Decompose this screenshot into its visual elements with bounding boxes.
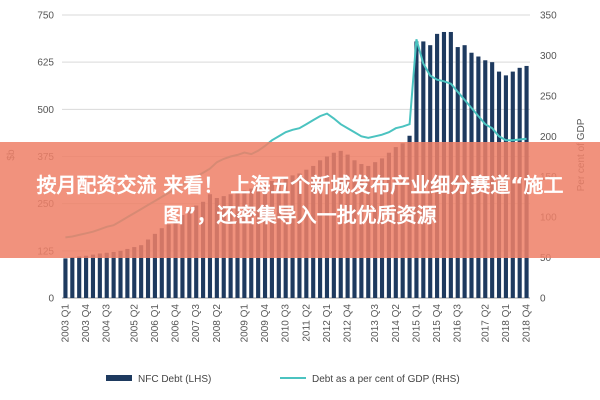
- left-tick-label: 750: [37, 11, 54, 22]
- debt-bar: [173, 220, 178, 298]
- debt-bar: [70, 257, 75, 298]
- debt-bar: [84, 255, 89, 298]
- legend-bar-label: NFC Debt (LHS): [138, 374, 211, 385]
- x-tick-label: 2012 Q1: [322, 304, 333, 343]
- debt-bar: [145, 239, 151, 298]
- x-tick-label: 2016 Q3: [453, 304, 464, 343]
- debt-bar: [63, 258, 68, 298]
- x-tick-label: 2015 Q4: [432, 304, 443, 343]
- x-tick-label: 2006 Q1: [150, 304, 161, 343]
- x-tick-label: 2011 Q2: [301, 304, 312, 342]
- x-tick-label: 2013 Q3: [370, 304, 381, 343]
- x-tick-label: 2004 Q3: [102, 304, 113, 343]
- x-tick-label: 2005 Q2: [129, 304, 140, 343]
- x-tick-label: 2003 Q4: [81, 304, 92, 343]
- debt-bar: [104, 252, 109, 298]
- debt-bar: [132, 247, 137, 298]
- debt-bar: [97, 253, 102, 298]
- x-tick-label: 2017 Q2: [480, 304, 491, 343]
- debt-bar: [152, 233, 157, 298]
- x-axis-ticks: 2003 Q1 2003 Q4 2004 Q3 2005 Q2 2006 Q1 2006 …: [60, 304, 532, 343]
- right-tick-label: 250: [540, 91, 557, 102]
- right-tick-label: 50: [540, 253, 552, 264]
- debt-bar: [139, 245, 144, 298]
- debt-bar: [90, 254, 96, 298]
- x-tick-label: 2009 Q4: [260, 304, 271, 343]
- debt-bar: [125, 248, 130, 298]
- legend: NFC Debt (LHS) Debt as a per cent of GDP…: [106, 374, 460, 385]
- left-tick-label: 0: [48, 294, 54, 305]
- x-tick-label: 2007 Q3: [191, 304, 202, 343]
- x-tick-label: 2003 Q1: [60, 304, 71, 343]
- x-tick-label: 2009 Q1: [239, 304, 250, 343]
- right-tick-label: 0: [540, 294, 546, 305]
- debt-bar: [118, 250, 123, 298]
- x-tick-label: 2008 Q2: [212, 304, 223, 343]
- x-tick-label: 2018 Q4: [522, 304, 533, 343]
- x-tick-label: 2006 Q4: [171, 304, 182, 343]
- left-tick-label: 500: [37, 105, 54, 116]
- debt-bar: [159, 228, 164, 298]
- headline-text: 按月配资交流 来看！ 上海五个新城发布产业细分赛道“施工图”，还密集导入一批优质…: [36, 173, 564, 227]
- x-tick-label: 2015 Q1: [411, 304, 422, 343]
- right-tick-label: 200: [540, 132, 557, 143]
- x-tick-label: 2018 Q1: [501, 304, 512, 343]
- headline-banner: 按月配资交流 来看！ 上海五个新城发布产业细分赛道“施工图”，还密集导入一批优质…: [0, 142, 600, 258]
- x-tick-label: 2010 Q3: [281, 304, 292, 343]
- x-tick-label: 2012 Q4: [343, 304, 354, 343]
- debt-bar: [111, 251, 116, 298]
- debt-bar: [77, 256, 82, 298]
- right-tick-label: 350: [540, 11, 557, 22]
- left-tick-label: 625: [37, 58, 54, 69]
- debt-bar: [166, 224, 171, 298]
- x-tick-label: 2014 Q2: [391, 304, 402, 343]
- legend-line-label: Debt as a per cent of GDP (RHS): [312, 374, 460, 385]
- legend-bar-swatch: [106, 375, 132, 381]
- right-tick-label: 300: [540, 51, 557, 62]
